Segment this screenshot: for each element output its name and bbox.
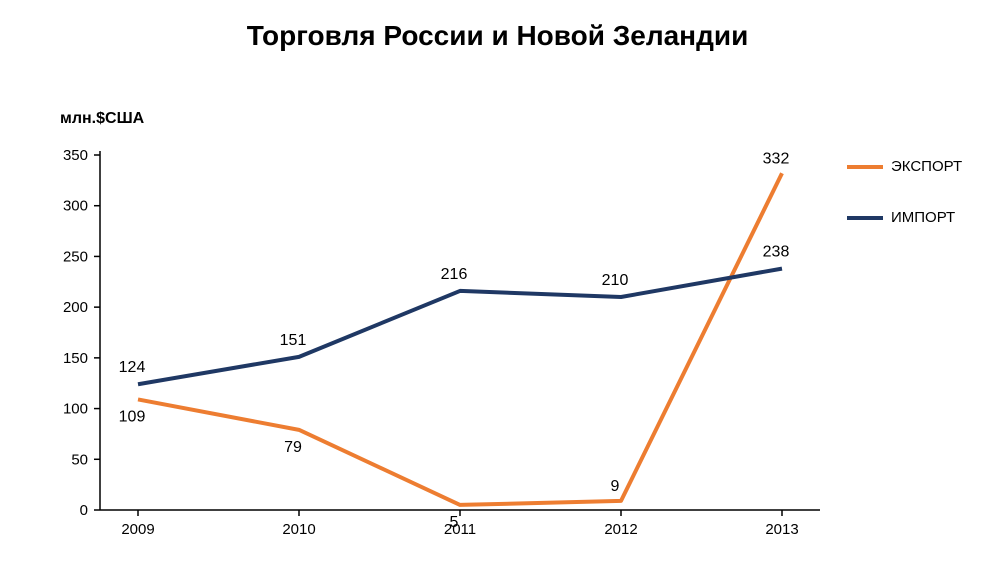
svg-text:200: 200 [63,299,88,316]
chart-container: Торговля России и Новой Зеландии млн.$СШ… [0,0,995,577]
svg-text:2012: 2012 [604,521,637,538]
legend-swatch-import [847,216,883,220]
svg-text:5: 5 [450,514,459,531]
svg-text:2013: 2013 [765,521,798,538]
svg-text:216: 216 [441,266,468,283]
svg-text:100: 100 [63,401,88,418]
svg-text:109: 109 [119,408,146,425]
svg-text:2009: 2009 [121,521,154,538]
svg-text:150: 150 [63,350,88,367]
svg-text:350: 350 [63,147,88,164]
svg-text:2010: 2010 [282,521,315,538]
legend: ЭКСПОРТ ИМПОРТ [847,158,967,260]
svg-text:124: 124 [119,359,146,376]
legend-label-export: ЭКСПОРТ [891,158,962,175]
svg-text:9: 9 [611,478,620,495]
legend-label-import: ИМПОРТ [891,209,955,226]
svg-text:151: 151 [280,332,307,349]
legend-item-import: ИМПОРТ [847,209,967,226]
svg-text:210: 210 [602,272,629,289]
chart-svg: 0501001502002503003502009201020112012201… [0,0,995,577]
svg-text:79: 79 [284,439,302,456]
svg-text:300: 300 [63,198,88,215]
legend-item-export: ЭКСПОРТ [847,158,967,175]
svg-text:0: 0 [80,502,88,519]
legend-swatch-export [847,165,883,169]
svg-text:250: 250 [63,248,88,265]
svg-text:332: 332 [763,150,790,167]
svg-text:238: 238 [763,244,790,261]
svg-text:50: 50 [71,451,88,468]
